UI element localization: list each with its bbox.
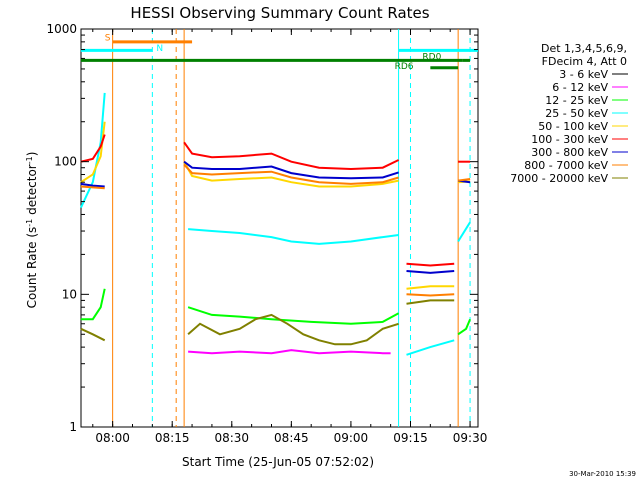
series-line — [183, 160, 399, 180]
series-line — [406, 293, 455, 297]
y-axis-ticks: 1 10 100 1000 — [46, 22, 478, 434]
x-tick-label: 09:30 — [453, 431, 488, 445]
x-tick-label: 08:45 — [274, 431, 309, 445]
legend-header: FDecim 4, Att 0 — [542, 55, 627, 68]
flag-label: N — [156, 44, 163, 54]
legend-entry-label: 800 - 7000 keV — [524, 159, 608, 172]
y-tick-label: 1 — [69, 420, 77, 434]
series-line — [457, 178, 471, 182]
series-line — [80, 327, 106, 342]
y-axis-label: Count Rate (s-1 detector-1) — [25, 152, 40, 309]
series-line — [183, 161, 399, 188]
series-line — [406, 285, 455, 290]
x-tick-label: 08:15 — [155, 431, 190, 445]
series-line — [80, 185, 105, 190]
x-tick-label: 09:15 — [393, 431, 428, 445]
instrument-state-lines — [112, 29, 471, 427]
count-rate-series — [79, 92, 472, 356]
legend-entry-label: 100 - 300 keV — [531, 133, 608, 146]
legend-header: Det 1,3,4,5,6,9, — [541, 42, 627, 55]
generation-timestamp: 30-Mar-2010 15:39 — [569, 470, 636, 478]
legend-entry-label: 6 - 12 keV — [552, 81, 608, 94]
series-line — [187, 306, 400, 325]
series-line — [80, 134, 106, 163]
flag-label: RD6 — [395, 62, 414, 72]
series-line — [406, 339, 455, 356]
series-line — [406, 299, 455, 305]
series-line — [183, 141, 400, 171]
series-line — [457, 221, 471, 243]
series-line — [457, 318, 472, 336]
x-axis-ticks: 08:00 08:15 08:30 08:45 09:00 09:15 09:30 — [92, 29, 488, 445]
legend-entry-label: 3 - 6 keV — [559, 68, 608, 81]
legend-entry-label: 50 - 100 keV — [538, 120, 608, 133]
series-line — [187, 313, 399, 346]
legend-entry-label: 7000 - 20000 keV — [510, 172, 608, 185]
legend-entry-label: 12 - 25 keV — [545, 94, 608, 107]
x-tick-label: 08:30 — [214, 431, 249, 445]
x-axis-label: Start Time (25-Jun-05 07:52:02) — [182, 455, 374, 469]
x-tick-label: 09:00 — [334, 431, 369, 445]
legend: Det 1,3,4,5,6,9,FDecim 4, Att 03 - 6 keV… — [510, 42, 628, 185]
series-line — [183, 163, 399, 185]
state-flag-bars: S N RD0 RD6 — [80, 33, 478, 72]
y-tick-label: 1000 — [46, 22, 77, 36]
series-line — [188, 228, 399, 245]
x-tick-label: 08:00 — [95, 431, 130, 445]
chart-title: HESSI Observing Summary Count Rates — [130, 4, 429, 22]
series-line — [406, 270, 455, 274]
series-line — [188, 349, 391, 355]
plot-frame — [80, 28, 479, 428]
series-line — [80, 182, 105, 188]
y-tick-label: 100 — [54, 155, 77, 169]
legend-entry-label: 300 - 800 keV — [531, 146, 608, 159]
series-line — [80, 288, 106, 321]
flag-label: S — [105, 33, 111, 43]
y-tick-label: 10 — [62, 287, 77, 301]
series-line — [406, 262, 455, 267]
flag-label: RD0 — [422, 52, 441, 62]
series-line — [79, 92, 106, 209]
legend-entry-label: 25 - 50 keV — [545, 107, 608, 120]
